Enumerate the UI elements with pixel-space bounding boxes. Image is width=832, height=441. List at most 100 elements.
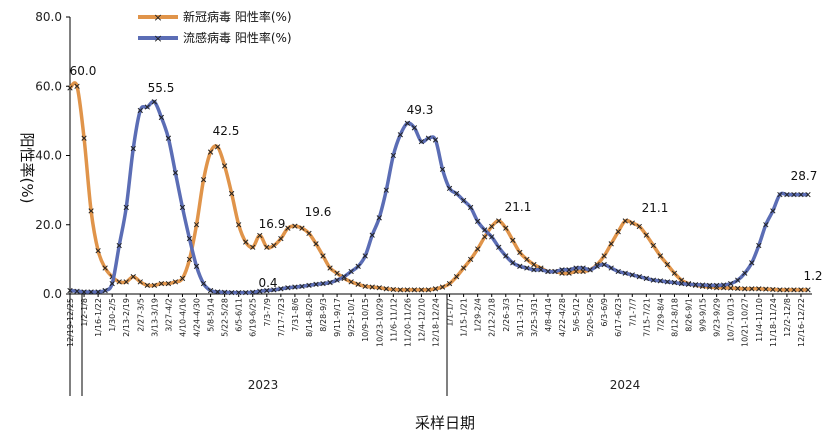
data-point bbox=[299, 225, 305, 231]
x-tick-label: 10/23-10/29 bbox=[375, 298, 384, 347]
x-tick-label: 6/3-6/9 bbox=[600, 298, 609, 327]
data-point bbox=[615, 229, 621, 235]
data-point bbox=[721, 282, 727, 288]
data-point bbox=[467, 256, 474, 263]
data-point bbox=[805, 191, 811, 198]
data-point bbox=[116, 242, 122, 249]
data-point bbox=[313, 241, 319, 247]
data-point bbox=[74, 288, 80, 294]
legend: × 新冠病毒 阳性率(%) × 流感病毒 阳性率(%) bbox=[138, 9, 292, 45]
x-tick-label: 3/25-3/31 bbox=[530, 298, 539, 337]
data-point bbox=[341, 274, 347, 280]
data-point bbox=[207, 149, 214, 155]
data-point bbox=[264, 244, 270, 250]
x-tick-label: 6/5-6/11 bbox=[235, 298, 244, 332]
data-point bbox=[348, 279, 354, 285]
x-tick-label: 1/2-1/8 bbox=[80, 298, 89, 327]
data-point bbox=[763, 286, 769, 292]
data-point bbox=[404, 287, 411, 293]
data-label: 42.5 bbox=[213, 124, 240, 138]
data-point bbox=[657, 253, 664, 259]
data-point bbox=[496, 244, 502, 250]
data-point bbox=[306, 230, 312, 237]
data-point bbox=[165, 280, 172, 287]
data-label: 16.9 bbox=[259, 217, 286, 231]
data-point bbox=[432, 137, 439, 143]
x-tick-label: 4/22-4/28 bbox=[558, 298, 567, 337]
data-point bbox=[439, 284, 446, 290]
data-point bbox=[770, 208, 776, 214]
data-point bbox=[580, 265, 586, 271]
data-point bbox=[559, 267, 565, 273]
data-point bbox=[137, 107, 143, 114]
data-point bbox=[320, 280, 326, 287]
data-point bbox=[735, 285, 741, 292]
x-tick-label: 1/29-2/4 bbox=[474, 298, 483, 332]
data-point bbox=[376, 285, 382, 291]
data-point bbox=[742, 270, 748, 276]
y-axis-ticks: 0.0 20.0 40.0 60.0 80.0 bbox=[35, 10, 70, 301]
x-tick-label: 10/9-10/15 bbox=[361, 298, 370, 342]
data-point bbox=[200, 280, 207, 287]
data-point bbox=[299, 283, 305, 290]
data-point bbox=[728, 285, 734, 291]
data-point bbox=[271, 242, 277, 249]
y-tick-label: 0.0 bbox=[43, 287, 62, 301]
x-axis-ticks: 12/19-12/25 1/2-1/8 1/16-1/22 1/30-2/5 2/13-… bbox=[66, 294, 806, 347]
data-point bbox=[362, 283, 368, 290]
x-tick-label: 8/14-8/20 bbox=[305, 298, 314, 337]
data-point bbox=[482, 227, 488, 233]
data-point bbox=[67, 287, 73, 294]
data-point bbox=[334, 277, 340, 283]
legend-label-flu: 流感病毒 阳性率(%) bbox=[183, 30, 292, 45]
x-tick-label: 8/28-9/3 bbox=[319, 298, 328, 332]
data-point bbox=[531, 267, 537, 273]
data-point bbox=[622, 218, 628, 224]
data-point bbox=[446, 280, 453, 287]
data-point bbox=[411, 125, 418, 131]
data-point bbox=[643, 232, 649, 238]
data-point bbox=[243, 289, 249, 296]
x-tick-label: 11/20-11/26 bbox=[403, 298, 412, 347]
year-label-2023: 2023 bbox=[248, 378, 279, 392]
x-tick-label: 9/11-9/17 bbox=[333, 298, 342, 337]
data-point bbox=[538, 267, 544, 273]
data-point bbox=[264, 287, 270, 294]
data-point bbox=[123, 279, 129, 285]
data-point bbox=[243, 239, 249, 245]
x-tick-label: 1/1-1/7 bbox=[446, 298, 455, 327]
data-label: 0.4 bbox=[258, 276, 277, 290]
data-point bbox=[200, 177, 207, 183]
data-point bbox=[517, 249, 523, 256]
data-point bbox=[805, 287, 811, 293]
data-point bbox=[207, 287, 214, 294]
data-point bbox=[285, 225, 291, 231]
data-point bbox=[615, 268, 621, 275]
data-point bbox=[629, 220, 635, 226]
data-point bbox=[671, 279, 678, 286]
data-label: 28.7 bbox=[791, 169, 818, 183]
data-point bbox=[88, 208, 94, 214]
legend-marker-flu: × bbox=[153, 32, 162, 45]
data-point bbox=[355, 263, 361, 269]
data-point bbox=[425, 135, 432, 141]
data-point bbox=[334, 270, 340, 276]
data-point bbox=[278, 286, 284, 292]
annotations: 60.0 55.5 42.5 0.4 16.9 19.6 49.3 21.1 21.1 28.7 1… bbox=[70, 64, 823, 290]
x-tick-label: 7/31-8/6 bbox=[291, 298, 300, 332]
data-point bbox=[179, 275, 186, 282]
data-point bbox=[271, 287, 277, 293]
data-point bbox=[221, 289, 228, 295]
data-point bbox=[524, 265, 530, 271]
data-point bbox=[791, 191, 797, 198]
x-tick-label: 2/26-3/3 bbox=[502, 298, 511, 332]
legend-marker-covid: × bbox=[153, 11, 162, 24]
data-point bbox=[404, 120, 411, 126]
x-tick-label: 5/8-5/14 bbox=[207, 298, 216, 332]
data-point bbox=[257, 232, 263, 239]
data-point bbox=[467, 204, 474, 211]
y-tick-label: 80.0 bbox=[35, 10, 62, 24]
year-label-2024: 2024 bbox=[610, 378, 641, 392]
data-point bbox=[573, 265, 579, 271]
x-tick-label: 12/2-12/8 bbox=[783, 298, 792, 337]
